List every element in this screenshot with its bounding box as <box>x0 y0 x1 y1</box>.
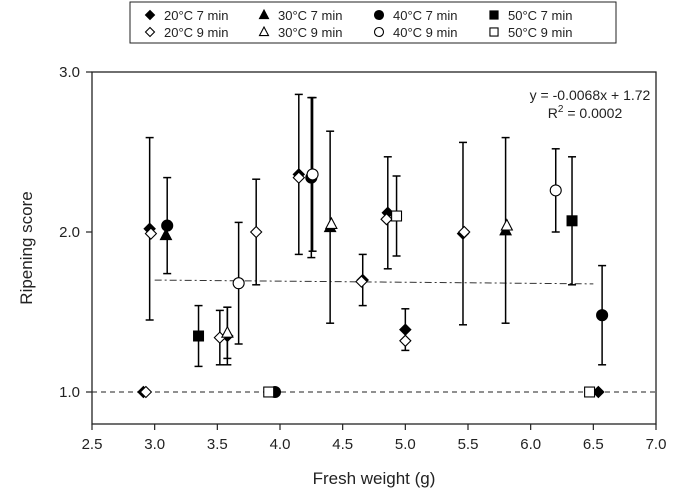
data-point-20-c-9-min <box>144 227 158 240</box>
legend-marker <box>373 26 385 38</box>
y-tick-label: 1.0 <box>59 384 80 401</box>
legend-marker <box>489 10 499 20</box>
trendline <box>154 279 594 285</box>
x-tick-label: 6.0 <box>520 436 541 453</box>
r-squared-label: R2 = 0.0002 <box>548 104 623 121</box>
regression-equation: y = -0.0068x + 1.72 <box>530 87 651 103</box>
legend-marker <box>144 9 156 21</box>
legend-marker <box>258 8 270 20</box>
x-tick-label: 5.5 <box>458 436 479 453</box>
legend-label: 50°C 7 min <box>508 8 572 23</box>
data-point-30-c-9-min <box>324 216 338 229</box>
x-tick-label: 6.5 <box>583 436 604 453</box>
legend-label: 20°C 7 min <box>164 8 228 23</box>
data-point-40-c-9-min <box>306 168 319 181</box>
legend-label: 50°C 9 min <box>508 25 572 40</box>
x-axis-title: Fresh weight (g) <box>313 469 436 488</box>
legend-box <box>129 1 617 44</box>
x-tick-label: 5.0 <box>395 436 416 453</box>
data-point-30-c-7-min <box>159 227 173 241</box>
plot-frame <box>91 71 657 425</box>
x-tick-label: 4.0 <box>270 436 291 453</box>
data-point-50-c-9-min <box>584 386 596 398</box>
data-point-40-c-9-min <box>549 184 562 197</box>
x-tick-label: 4.5 <box>332 436 353 453</box>
data-point-50-c-9-min <box>391 210 403 222</box>
x-tick-label: 2.5 <box>82 436 103 453</box>
legend-marker <box>373 9 385 21</box>
data-point-50-c-9-min <box>263 386 275 398</box>
data-point-20-c-9-min <box>249 225 263 239</box>
data-point-30-c-9-min <box>500 218 514 231</box>
legend-label: 20°C 9 min <box>164 25 228 40</box>
x-tick-label: 7.0 <box>646 436 667 453</box>
y-tick-label: 2.0 <box>59 224 80 241</box>
data-point-40-c-9-min <box>232 277 245 290</box>
legend-label: 30°C 9 min <box>278 25 342 40</box>
data-point-20-c-9-min <box>457 225 471 239</box>
data-point-20-c-9-min <box>380 212 393 226</box>
data-point-30-c-9-min <box>220 325 234 338</box>
legend-marker <box>489 27 499 37</box>
data-point-20-c-9-min <box>399 334 412 348</box>
legend-label: 40°C 9 min <box>393 25 457 40</box>
data-point-40-c-7-min <box>596 309 609 322</box>
legend-label: 30°C 7 min <box>278 8 342 23</box>
data-point-20-c-9-min <box>139 385 153 399</box>
legend-marker <box>258 25 270 37</box>
data-point-20-c-9-min <box>292 171 306 184</box>
legend-label: 40°C 7 min <box>393 8 457 23</box>
y-axis-title: Ripening score <box>17 191 36 304</box>
data-point-50-c-7-min <box>566 215 578 227</box>
legend-marker <box>144 26 156 38</box>
x-tick-label: 3.0 <box>144 436 165 453</box>
y-tick-label: 3.0 <box>59 64 80 81</box>
data-point-50-c-7-min <box>193 330 205 342</box>
data-point-20-c-9-min <box>355 275 368 288</box>
x-tick-label: 3.5 <box>207 436 228 453</box>
data-point-40-c-7-min <box>161 219 174 232</box>
data-point-20-c-7-min <box>399 323 412 336</box>
